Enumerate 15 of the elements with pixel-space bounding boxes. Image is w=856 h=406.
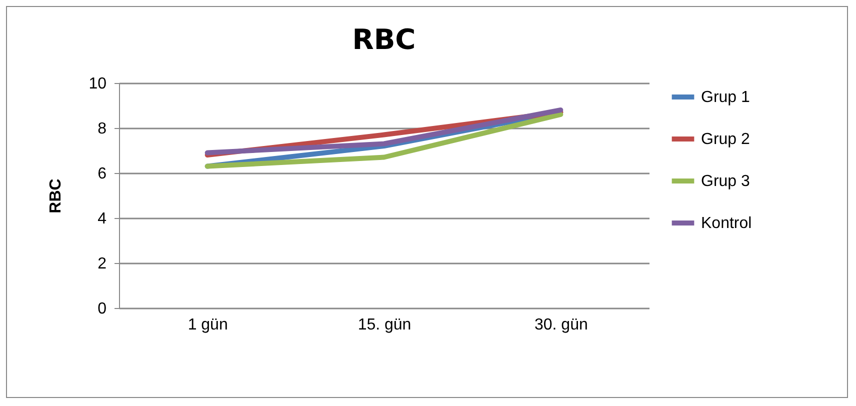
legend-label: Grup 1: [701, 89, 750, 106]
y-tick-label: 2: [98, 256, 107, 272]
legend-label: Grup 2: [701, 131, 750, 148]
y-tick-label: 10: [88, 76, 107, 92]
y-tick-label: 0: [98, 300, 107, 318]
x-tick-label: 30. gün: [534, 316, 588, 334]
y-axis-title: RBC: [48, 178, 65, 214]
legend-label: Grup 3: [701, 173, 750, 190]
y-tick-label: 6: [98, 166, 107, 182]
y-tick-label: 8: [98, 120, 107, 138]
x-tick-label: 15. gün: [358, 316, 412, 334]
y-tick-label: 4: [98, 210, 107, 228]
chart-title: RBC: [352, 23, 416, 56]
x-tick-label: 1 gün: [188, 316, 228, 334]
legend-label: Kontrol: [701, 215, 752, 232]
